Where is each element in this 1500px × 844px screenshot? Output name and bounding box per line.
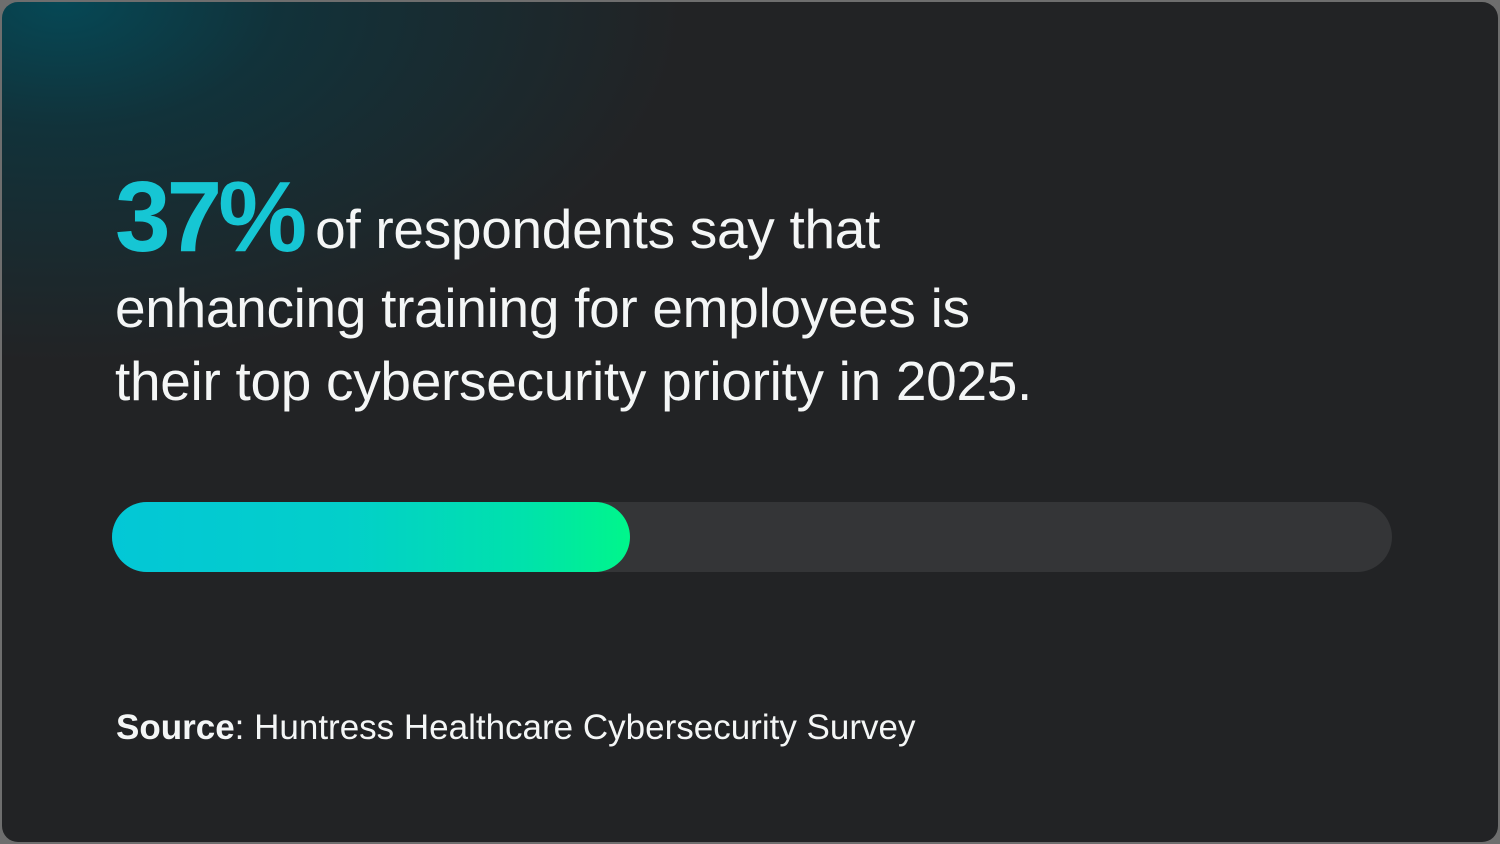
headline-line-1-text: of respondents say that [315, 198, 881, 260]
source-label: Source [116, 708, 235, 747]
headline-line-2: enhancing training for employees is [115, 277, 970, 339]
progress-bar-track [112, 502, 1392, 572]
source-separator: : [234, 708, 245, 747]
progress-bar-fill [112, 502, 630, 572]
headline-line-1: 37% of respondents say that [115, 167, 1265, 272]
source-citation: Source: Huntress Healthcare Cybersecurit… [116, 706, 915, 750]
headline: 37% of respondents say that enhancing tra… [115, 167, 1265, 418]
headline-line-3: their top cybersecurity priority in 2025… [115, 350, 1033, 412]
source-text: Huntress Healthcare Cybersecurity Survey [244, 708, 916, 747]
stat-value: 37% [115, 161, 307, 273]
